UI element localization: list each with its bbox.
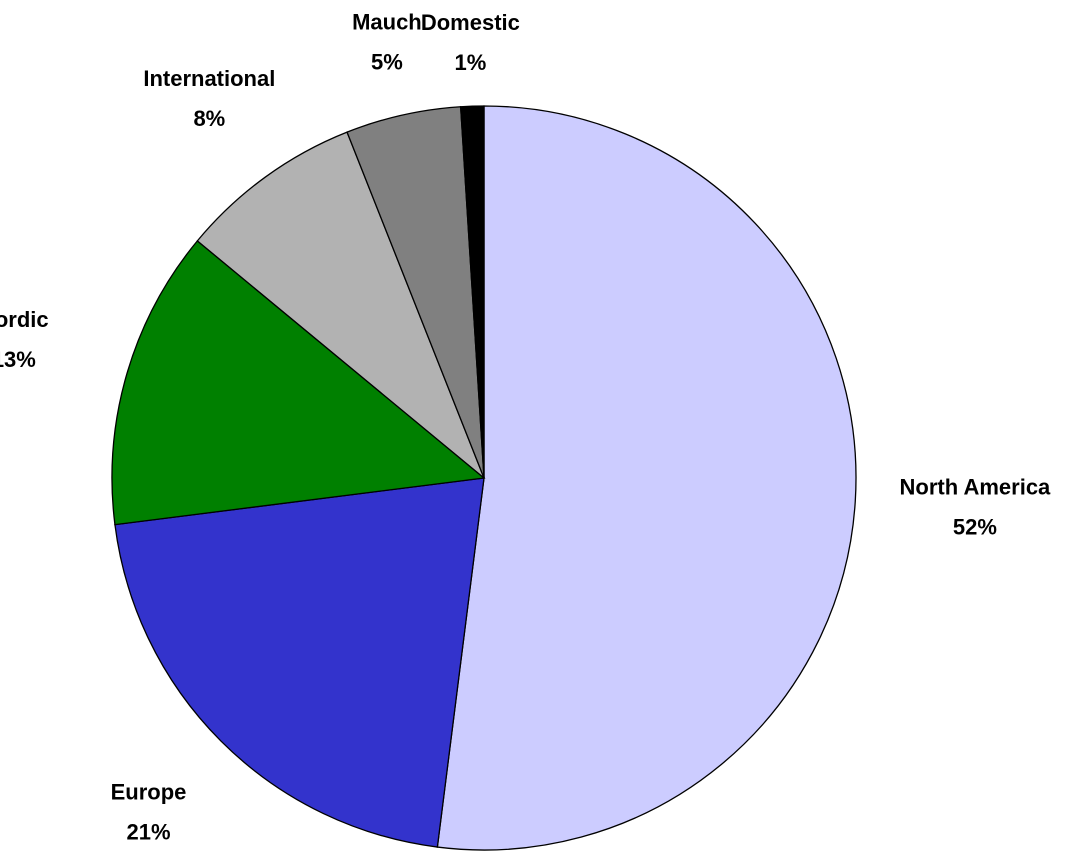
pie-slice — [111, 239, 486, 526]
pie-slice — [196, 131, 485, 479]
pie-slice — [114, 477, 485, 848]
slice-label: Domestic — [421, 10, 520, 35]
slice-label: North America — [900, 475, 1052, 500]
pie-slice — [459, 105, 485, 479]
slice-value-label: 5% — [371, 49, 403, 74]
slice-value-label: 21% — [127, 819, 171, 844]
slice-label: Europe — [111, 779, 187, 804]
slice-label: Mauch — [352, 9, 422, 34]
slice-value-label: 13% — [0, 347, 36, 372]
slice-value-label: 1% — [454, 50, 486, 75]
slice-label: International — [143, 66, 275, 91]
pie-slice — [436, 105, 857, 851]
slice-value-label: 52% — [953, 515, 997, 540]
slice-value-label: 8% — [193, 106, 225, 131]
slice-label: Nordic — [0, 307, 49, 332]
